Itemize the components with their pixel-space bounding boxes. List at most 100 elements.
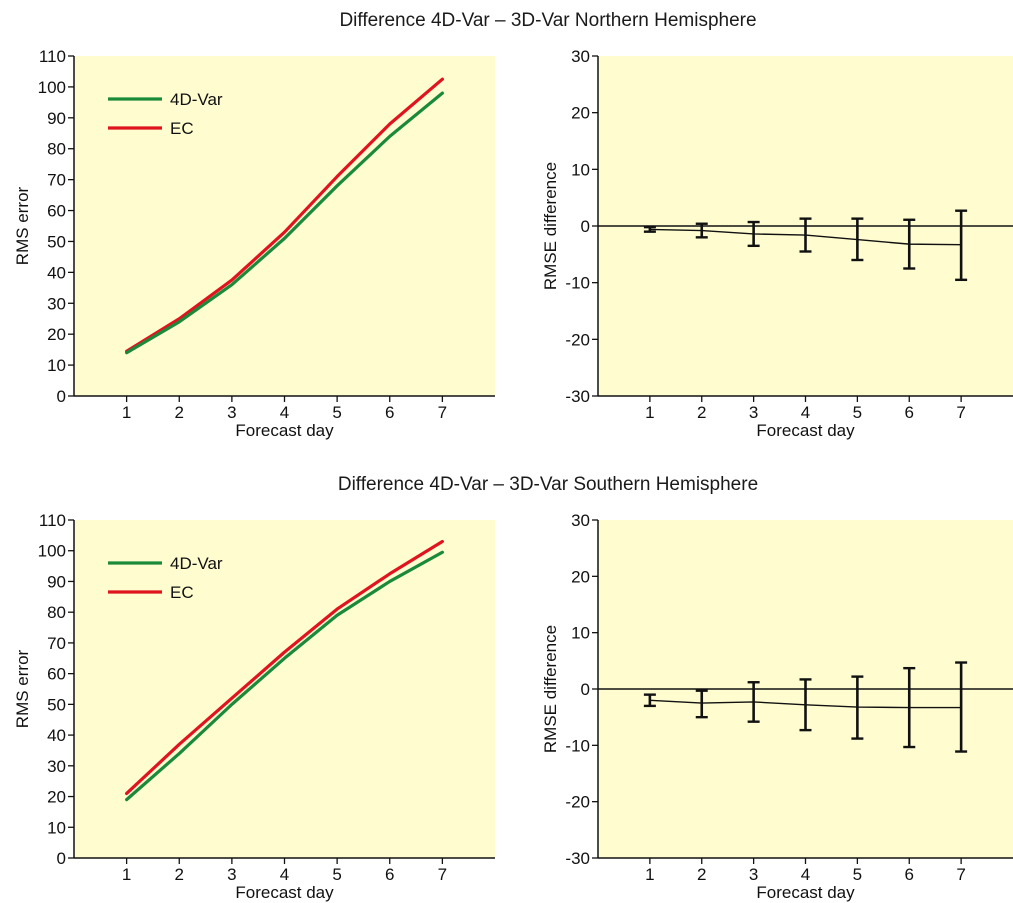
y-tick-label: 40 bbox=[47, 263, 66, 282]
chart-south-rms: 0 10 20 30 40 50 60 70 80 90 100 110 1 2 3 4 5 6 7 Forecast… bbox=[13, 511, 495, 902]
error-bar bbox=[747, 220, 760, 248]
x-axis-label: Forecast day bbox=[756, 421, 855, 440]
x-axis-label: Forecast day bbox=[235, 421, 334, 440]
x-tick-label: 7 bbox=[956, 403, 965, 422]
y-tick-label: 60 bbox=[47, 665, 66, 684]
chart-north-rms: 0 10 20 30 40 50 60 70 80 90 100 110 1 2 3 4 5 6 7 Forecast… bbox=[13, 47, 495, 440]
x-tick-label: 4 bbox=[280, 865, 289, 884]
x-tick-label: 4 bbox=[801, 403, 810, 422]
series-line-ec bbox=[125, 77, 444, 353]
y-tick-label: -30 bbox=[565, 387, 590, 406]
y-tick-label: 80 bbox=[47, 140, 66, 159]
x-tick-label: 7 bbox=[438, 865, 447, 884]
y-tick-label: -10 bbox=[565, 274, 590, 293]
x-tick-label: 1 bbox=[122, 403, 131, 422]
plot-area bbox=[74, 520, 495, 858]
y-tick-label: 10 bbox=[571, 160, 590, 179]
y-tick-label: 30 bbox=[571, 511, 590, 530]
y-tick-label: 20 bbox=[571, 104, 590, 123]
error-bar bbox=[955, 209, 968, 282]
x-tick-label: 5 bbox=[332, 865, 341, 884]
y-tick-label: 30 bbox=[571, 47, 590, 66]
series-line-4dvar bbox=[125, 550, 444, 802]
x-tick-label: 5 bbox=[853, 403, 862, 422]
x-axis-label: Forecast day bbox=[756, 883, 855, 902]
y-tick-label: 50 bbox=[47, 695, 66, 714]
x-tick-label: 2 bbox=[175, 403, 184, 422]
legend-label-ec: EC bbox=[170, 119, 194, 138]
x-tick-label: 5 bbox=[853, 865, 862, 884]
y-tick-label: 80 bbox=[47, 603, 66, 622]
error-bar bbox=[695, 689, 708, 719]
y-tick-label: 60 bbox=[47, 202, 66, 221]
series-line-ec bbox=[125, 539, 444, 796]
figure-title-north: Difference 4D-Var – 3D-Var Northern Hemi… bbox=[339, 10, 757, 31]
error-bar bbox=[799, 217, 812, 253]
x-tick-label: 3 bbox=[227, 403, 236, 422]
x-tick-label: 3 bbox=[227, 865, 236, 884]
y-tick-label: 110 bbox=[39, 511, 66, 530]
error-bar bbox=[643, 225, 656, 233]
y-tick-label: 0 bbox=[581, 680, 590, 699]
y-tick-label: 20 bbox=[47, 325, 66, 344]
y-tick-label: -20 bbox=[565, 330, 590, 349]
x-tick-label: 3 bbox=[749, 403, 758, 422]
x-tick-label: 6 bbox=[385, 403, 394, 422]
y-tick-label: 90 bbox=[47, 109, 66, 128]
y-tick-label: 10 bbox=[571, 624, 590, 643]
x-tick-label: 1 bbox=[645, 865, 654, 884]
error-bar bbox=[903, 666, 916, 749]
y-tick-label: 70 bbox=[47, 171, 66, 190]
x-tick-label: 2 bbox=[175, 865, 184, 884]
x-tick-label: 1 bbox=[122, 865, 131, 884]
error-bar bbox=[799, 678, 812, 732]
chart-north-diff: -30 -20 -10 0 10 20 30 1 2 3 4 5 6 7 Forecast day RMSE … bbox=[541, 47, 1013, 440]
y-tick-label: 10 bbox=[47, 356, 66, 375]
y-axis-label: RMSE difference bbox=[541, 625, 560, 753]
x-tick-label: 5 bbox=[332, 403, 341, 422]
y-axis-label: RMS error bbox=[13, 186, 32, 265]
y-tick-label: 10 bbox=[47, 818, 66, 837]
x-tick-label: 2 bbox=[697, 403, 706, 422]
x-tick-label: 7 bbox=[956, 865, 965, 884]
legend-label-ec: EC bbox=[170, 583, 194, 602]
legend-label-4dvar: 4D-Var bbox=[170, 554, 223, 573]
x-tick-label: 6 bbox=[905, 865, 914, 884]
y-tick-label: 70 bbox=[47, 634, 66, 653]
error-bar bbox=[903, 218, 916, 270]
figure-title-south: Difference 4D-Var – 3D-Var Southern Hemi… bbox=[337, 474, 759, 495]
y-tick-label: 0 bbox=[57, 849, 66, 868]
x-tick-label: 3 bbox=[749, 865, 758, 884]
y-tick-label: -20 bbox=[565, 793, 590, 812]
y-tick-label: 110 bbox=[39, 47, 66, 66]
y-tick-label: 100 bbox=[38, 542, 66, 561]
y-tick-label: 50 bbox=[47, 232, 66, 251]
x-tick-label: 4 bbox=[801, 865, 810, 884]
y-tick-label: -10 bbox=[565, 736, 590, 755]
y-tick-label: 0 bbox=[57, 387, 66, 406]
y-tick-label: 0 bbox=[581, 217, 590, 236]
error-bar bbox=[851, 217, 864, 262]
x-axis-label: Forecast day bbox=[235, 883, 334, 902]
x-tick-label: 4 bbox=[280, 403, 289, 422]
y-axis-label: RMSE difference bbox=[541, 162, 560, 290]
y-tick-label: 30 bbox=[47, 294, 66, 313]
y-tick-label: 20 bbox=[47, 788, 66, 807]
series-line-4dvar bbox=[125, 91, 444, 355]
x-tick-label: 2 bbox=[697, 865, 706, 884]
y-tick-label: 30 bbox=[47, 757, 66, 776]
error-bar bbox=[955, 661, 968, 753]
x-tick-label: 1 bbox=[645, 403, 654, 422]
x-tick-label: 7 bbox=[438, 403, 447, 422]
chart-south-diff: -30 -20 -10 0 10 20 30 1 2 3 4 5 6 7 Forecast day RMSE … bbox=[541, 511, 1013, 902]
y-tick-label: 20 bbox=[571, 567, 590, 586]
x-tick-label: 6 bbox=[905, 403, 914, 422]
error-bar bbox=[851, 675, 864, 740]
y-tick-label: 90 bbox=[47, 572, 66, 591]
error-bar bbox=[695, 222, 708, 239]
error-bar bbox=[747, 681, 760, 723]
y-tick-label: -30 bbox=[565, 849, 590, 868]
y-axis-label: RMS error bbox=[13, 649, 32, 728]
x-tick-label: 6 bbox=[385, 865, 394, 884]
